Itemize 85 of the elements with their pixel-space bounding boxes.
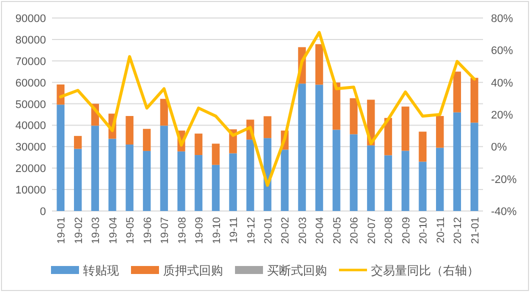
bar (350, 134, 358, 211)
bar (315, 84, 324, 211)
bar (453, 112, 462, 211)
y-tick-label: 40000 (15, 120, 46, 132)
bar (280, 150, 289, 211)
legend-label: 质押式回购 (163, 264, 223, 278)
y-tick-label: 50000 (15, 98, 46, 111)
legend-label: 转贴现 (83, 264, 119, 278)
x-tick-label: 19-02 (72, 216, 85, 244)
bar (384, 155, 392, 211)
bar (229, 153, 237, 211)
bar (470, 122, 478, 211)
bar (160, 126, 168, 211)
bar (142, 128, 151, 151)
bar (194, 155, 202, 211)
x-tick-label: 19-11 (228, 216, 240, 244)
bar (212, 144, 220, 165)
y-tick-label: 10000 (15, 184, 46, 197)
bar (436, 116, 444, 148)
x-tick-label: 19-01 (56, 216, 68, 244)
bar (350, 98, 358, 134)
bar (142, 150, 151, 211)
bar (402, 106, 410, 151)
bar (56, 104, 64, 211)
bar (418, 132, 427, 162)
x-tick-label: 19-07 (159, 216, 172, 244)
bar (212, 164, 220, 211)
bar (160, 98, 168, 126)
bar (264, 116, 272, 138)
x-tick-label: 19-05 (124, 216, 137, 244)
y2-tick-label: 0% (491, 142, 508, 154)
bar (177, 151, 186, 211)
x-tick-label: 20-11 (434, 216, 447, 244)
x-tick-label: 20-02 (280, 216, 292, 244)
x-tick-label: 20-01 (262, 216, 274, 244)
y2-tick-label: 40% (491, 77, 514, 90)
bar (126, 116, 134, 145)
x-tick-label: 20-03 (296, 216, 309, 244)
y-tick-label: 90000 (15, 13, 46, 25)
x-tick-label: 19-10 (210, 216, 223, 244)
bar (91, 126, 99, 211)
y-tick-label: 70000 (15, 56, 46, 68)
x-tick-label: 21-01 (469, 216, 482, 244)
y-tick-label: 80000 (15, 34, 46, 46)
x-tick-label: 20-08 (383, 216, 396, 244)
y-tick-label: 20000 (15, 163, 46, 176)
x-tick-label: 20-05 (331, 216, 344, 244)
bar (315, 44, 324, 85)
bar (332, 130, 340, 211)
x-tick-label: 19-06 (142, 216, 154, 244)
y2-tick-label: 80% (491, 13, 514, 25)
x-tick-label: 20-10 (418, 216, 430, 244)
x-tick-label: 20-07 (366, 216, 378, 244)
bar (418, 162, 427, 211)
legend-label: 交易量同比（右轴） (371, 264, 479, 278)
y-tick-label: 30000 (15, 142, 46, 154)
y-tick-label: 0 (40, 206, 46, 218)
x-tick-label: 19-04 (107, 216, 120, 244)
bar (470, 78, 478, 123)
bar (436, 148, 444, 211)
y2-tick-label: -40% (491, 206, 517, 218)
y2-tick-label: -20% (491, 174, 517, 186)
bar (246, 140, 254, 211)
bar (108, 138, 116, 211)
bar (453, 72, 462, 112)
bar (298, 84, 306, 211)
x-tick-label: 19-12 (245, 216, 258, 244)
bar (74, 148, 82, 211)
x-tick-label: 20-06 (348, 216, 361, 244)
y2-tick-label: 60% (491, 45, 514, 58)
bar (126, 144, 134, 211)
legend-label: 买断式回购 (267, 264, 327, 278)
bar (332, 82, 340, 130)
x-tick-label: 19-08 (176, 216, 188, 244)
bar (74, 136, 82, 149)
bar (402, 150, 410, 211)
x-tick-label: 20-09 (400, 216, 412, 244)
y2-tick-label: 20% (491, 110, 514, 122)
y-tick-label: 60000 (15, 77, 46, 90)
x-tick-label: 20-12 (452, 216, 464, 244)
bar (194, 134, 202, 156)
x-tick-label: 20-04 (314, 216, 326, 244)
x-tick-label: 19-09 (194, 216, 206, 244)
x-tick-label: 19-03 (90, 216, 102, 244)
bar (367, 145, 375, 211)
